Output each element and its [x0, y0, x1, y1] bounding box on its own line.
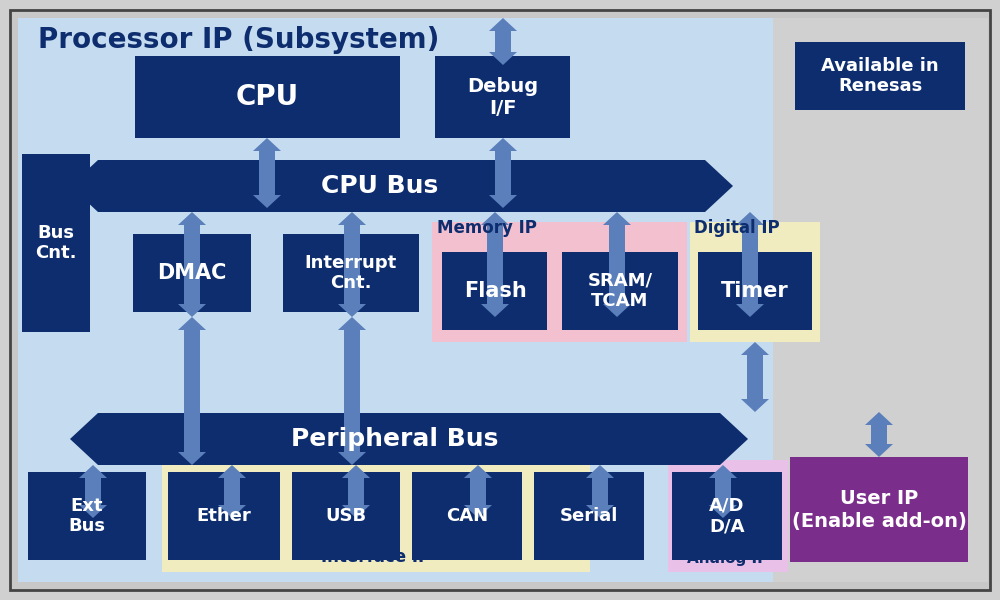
Text: CAN: CAN: [446, 507, 488, 525]
FancyBboxPatch shape: [133, 234, 251, 312]
Polygon shape: [709, 465, 737, 518]
Polygon shape: [489, 18, 517, 65]
Polygon shape: [253, 138, 281, 208]
Text: Ether: Ether: [197, 507, 251, 525]
Text: Interface IP: Interface IP: [321, 548, 431, 566]
Text: USB: USB: [325, 507, 367, 525]
Polygon shape: [489, 138, 517, 208]
Polygon shape: [178, 212, 206, 317]
Text: SRAM/
TCAM: SRAM/ TCAM: [587, 272, 653, 310]
Polygon shape: [70, 413, 748, 465]
Text: Digital IP: Digital IP: [694, 219, 780, 237]
Polygon shape: [603, 212, 631, 317]
Polygon shape: [338, 212, 366, 317]
Text: Processor IP (Subsystem): Processor IP (Subsystem): [38, 26, 439, 54]
Text: A/D
D/A: A/D D/A: [709, 497, 745, 535]
FancyBboxPatch shape: [795, 42, 965, 110]
Polygon shape: [178, 317, 206, 465]
FancyBboxPatch shape: [412, 472, 522, 560]
Text: User IP
(Enable add-on): User IP (Enable add-on): [792, 490, 966, 530]
Text: Analog IP: Analog IP: [687, 551, 769, 566]
FancyBboxPatch shape: [22, 154, 90, 332]
Polygon shape: [342, 465, 370, 518]
FancyBboxPatch shape: [18, 18, 773, 582]
FancyBboxPatch shape: [690, 222, 820, 342]
Text: Flash: Flash: [464, 281, 526, 301]
Text: Interrupt
Cnt.: Interrupt Cnt.: [305, 254, 397, 292]
Polygon shape: [481, 212, 509, 317]
FancyBboxPatch shape: [162, 460, 590, 572]
FancyBboxPatch shape: [432, 222, 687, 342]
Polygon shape: [865, 412, 893, 457]
Text: CPU Bus: CPU Bus: [321, 174, 439, 198]
Text: Memory IP: Memory IP: [437, 219, 537, 237]
FancyBboxPatch shape: [283, 234, 419, 312]
FancyBboxPatch shape: [135, 56, 400, 138]
Text: Debug
I/F: Debug I/F: [467, 76, 539, 118]
FancyBboxPatch shape: [562, 252, 678, 330]
Text: Timer: Timer: [721, 281, 789, 301]
FancyBboxPatch shape: [28, 472, 146, 560]
Text: Available in
Renesas: Available in Renesas: [821, 56, 939, 95]
Polygon shape: [741, 342, 769, 412]
Polygon shape: [79, 465, 107, 518]
Polygon shape: [218, 465, 246, 518]
FancyBboxPatch shape: [442, 252, 547, 330]
FancyBboxPatch shape: [672, 472, 782, 560]
Text: DMAC: DMAC: [157, 263, 227, 283]
Polygon shape: [70, 160, 733, 212]
Text: Bus
Cnt.: Bus Cnt.: [35, 224, 77, 262]
FancyBboxPatch shape: [534, 472, 644, 560]
Text: Serial: Serial: [560, 507, 618, 525]
FancyBboxPatch shape: [698, 252, 812, 330]
Polygon shape: [736, 212, 764, 317]
Polygon shape: [338, 317, 366, 465]
FancyBboxPatch shape: [435, 56, 570, 138]
Polygon shape: [464, 465, 492, 518]
FancyBboxPatch shape: [10, 10, 990, 590]
FancyBboxPatch shape: [773, 18, 988, 582]
Polygon shape: [586, 465, 614, 518]
Text: Ext
Bus: Ext Bus: [68, 497, 106, 535]
Text: CPU: CPU: [235, 83, 299, 111]
FancyBboxPatch shape: [168, 472, 280, 560]
FancyBboxPatch shape: [668, 460, 788, 572]
FancyBboxPatch shape: [292, 472, 400, 560]
Text: Peripheral Bus: Peripheral Bus: [291, 427, 499, 451]
FancyBboxPatch shape: [790, 457, 968, 562]
